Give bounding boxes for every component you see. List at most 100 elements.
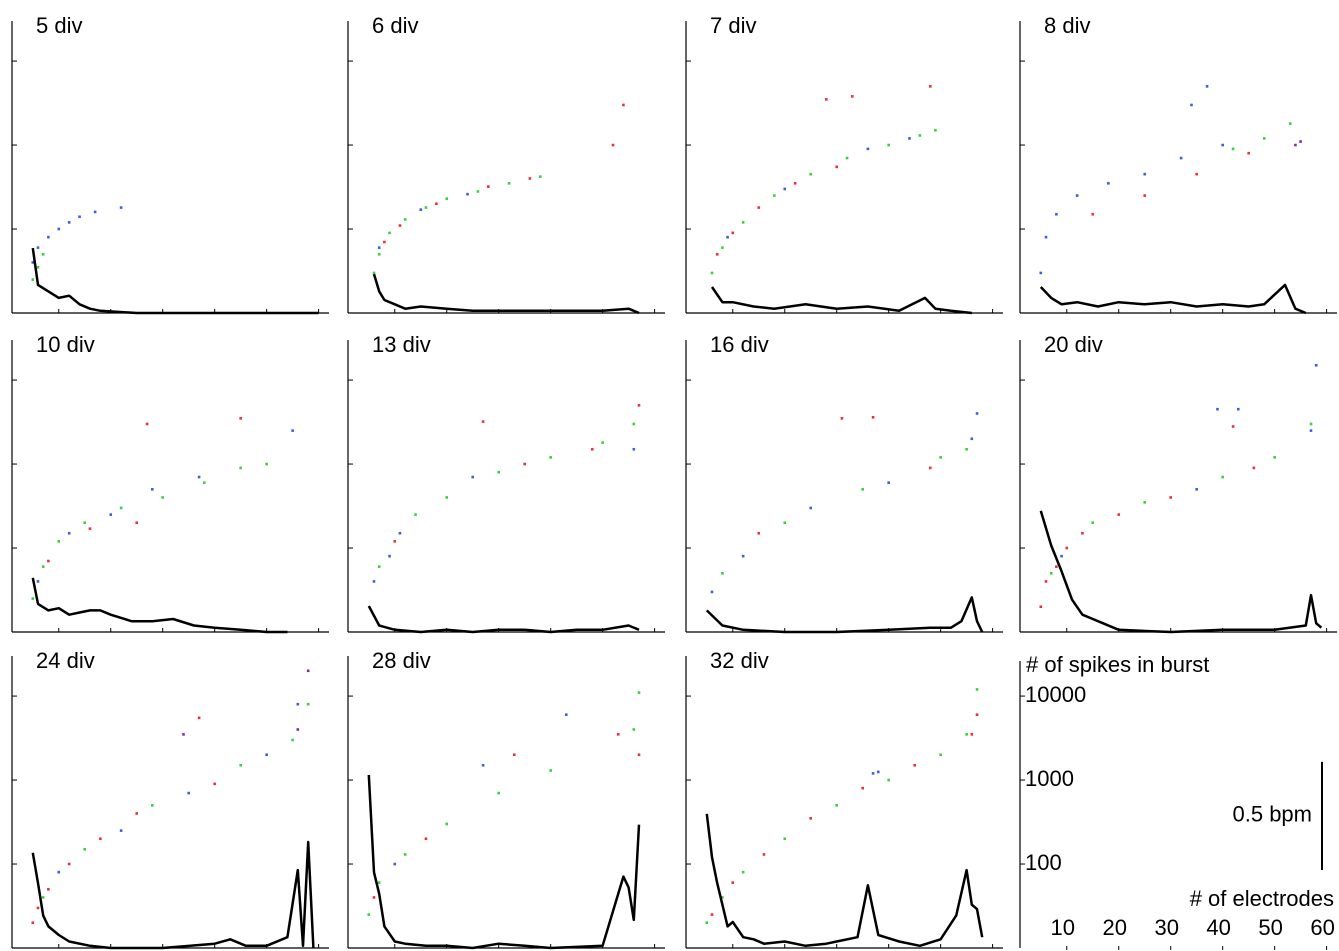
point [36,580,40,583]
point [970,733,974,736]
point [481,420,485,423]
point [151,804,154,807]
point [741,870,745,874]
point [710,913,714,916]
point [528,177,532,180]
point [419,208,423,211]
point [1314,363,1318,367]
point [1143,501,1147,504]
point [1205,85,1209,88]
point [151,488,154,491]
point [88,527,92,530]
y-tick-label: 1000 [1025,766,1074,791]
point [507,182,511,185]
point [861,786,864,790]
point [512,753,516,757]
point [1044,580,1048,583]
rate-line [367,605,640,634]
point [1039,605,1043,609]
point [741,554,745,558]
point [1065,546,1069,550]
point [1107,182,1110,185]
point [83,521,87,525]
point [1143,172,1147,176]
point [726,235,729,239]
point [741,221,745,224]
point [1044,235,1048,239]
point [119,829,123,832]
point [965,447,968,451]
point [783,521,787,525]
point [835,804,839,807]
y-tick-label: 100 [1025,850,1062,875]
x-tick-label: 30 [1154,915,1178,940]
point [939,753,942,757]
point [762,853,766,856]
point [975,713,979,716]
rate-line [705,596,984,634]
point [887,778,890,782]
panel-title: 6 div [372,13,418,38]
point [265,753,268,757]
point [31,261,35,264]
point [83,847,87,851]
point [939,456,942,459]
point [1143,194,1147,197]
point [135,812,139,815]
rate-line [710,286,972,315]
point [393,862,397,866]
point [549,769,552,772]
point [715,253,719,256]
point [291,738,294,742]
point [1247,151,1250,155]
point [622,103,625,107]
point [1195,172,1198,176]
rate-line [1039,283,1307,315]
point [1221,143,1224,147]
point [435,202,438,206]
point [403,218,407,221]
point [871,416,875,419]
point [1117,513,1121,516]
rate-line [372,273,640,315]
point [476,190,480,193]
panel-title: 10 div [36,332,95,357]
point [564,713,568,716]
point [601,441,604,444]
point [78,215,81,219]
point [721,246,724,249]
point [145,422,149,426]
point [372,580,376,583]
point [1273,456,1276,459]
point [866,147,870,151]
point [975,688,979,691]
point [793,182,797,185]
point [1236,407,1240,411]
point [845,156,849,160]
point [67,531,71,535]
rate-line [1039,510,1323,634]
point [1309,429,1313,432]
point [887,481,890,484]
point [757,206,761,209]
point [306,702,310,706]
point [835,165,839,169]
panel-title: 13 div [372,332,431,357]
point [306,669,310,673]
point [861,488,864,491]
point [445,197,449,200]
point [632,447,636,451]
point [918,134,922,137]
x-tick-label: 20 [1102,915,1126,940]
point [1049,572,1053,575]
point [850,95,854,98]
point [119,506,123,510]
point [637,404,641,407]
point [710,590,714,594]
point [471,475,475,479]
point [783,837,787,841]
point [47,559,50,563]
point [1190,103,1193,107]
point [1169,496,1173,499]
point [57,870,61,874]
